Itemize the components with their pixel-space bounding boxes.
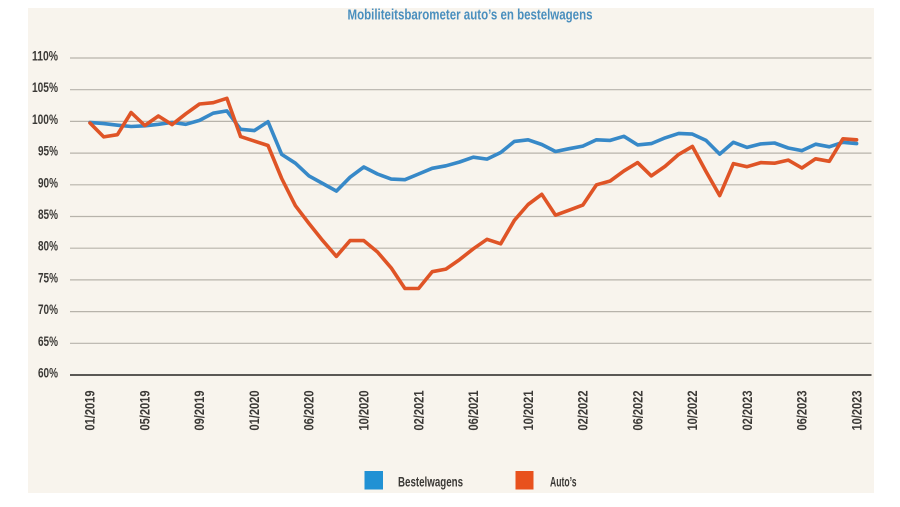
svg-text:95%: 95% bbox=[38, 144, 58, 159]
svg-text:02/2022: 02/2022 bbox=[576, 391, 591, 431]
svg-text:Auto’s: Auto’s bbox=[550, 474, 577, 489]
svg-text:10/2020: 10/2020 bbox=[357, 391, 372, 431]
svg-text:110%: 110% bbox=[32, 49, 58, 64]
svg-text:10/2021: 10/2021 bbox=[521, 390, 536, 430]
svg-text:05/2019: 05/2019 bbox=[138, 391, 153, 431]
svg-text:02/2021: 02/2021 bbox=[411, 390, 426, 430]
svg-text:65%: 65% bbox=[38, 334, 58, 349]
svg-text:Mobiliteitsbarometer auto’s en: Mobiliteitsbarometer auto’s en bestelwag… bbox=[348, 8, 593, 24]
svg-text:06/2023: 06/2023 bbox=[795, 390, 810, 430]
svg-text:10/2023: 10/2023 bbox=[849, 390, 864, 430]
svg-text:100%: 100% bbox=[32, 112, 58, 127]
svg-text:80%: 80% bbox=[38, 239, 58, 254]
svg-text:02/2023: 02/2023 bbox=[740, 390, 755, 430]
svg-text:70%: 70% bbox=[38, 302, 58, 317]
svg-text:01/2020: 01/2020 bbox=[247, 391, 262, 431]
svg-text:10/2022: 10/2022 bbox=[685, 391, 700, 431]
svg-text:105%: 105% bbox=[32, 80, 58, 95]
svg-text:Bestelwagens: Bestelwagens bbox=[398, 474, 463, 489]
svg-text:09/2019: 09/2019 bbox=[192, 391, 207, 431]
svg-text:90%: 90% bbox=[38, 175, 58, 190]
svg-text:60%: 60% bbox=[38, 366, 58, 381]
svg-text:01/2019: 01/2019 bbox=[83, 391, 98, 431]
svg-text:75%: 75% bbox=[38, 270, 58, 285]
svg-text:06/2022: 06/2022 bbox=[630, 391, 645, 431]
svg-text:06/2021: 06/2021 bbox=[466, 390, 481, 430]
svg-text:06/2020: 06/2020 bbox=[302, 391, 317, 431]
svg-text:85%: 85% bbox=[38, 207, 58, 222]
